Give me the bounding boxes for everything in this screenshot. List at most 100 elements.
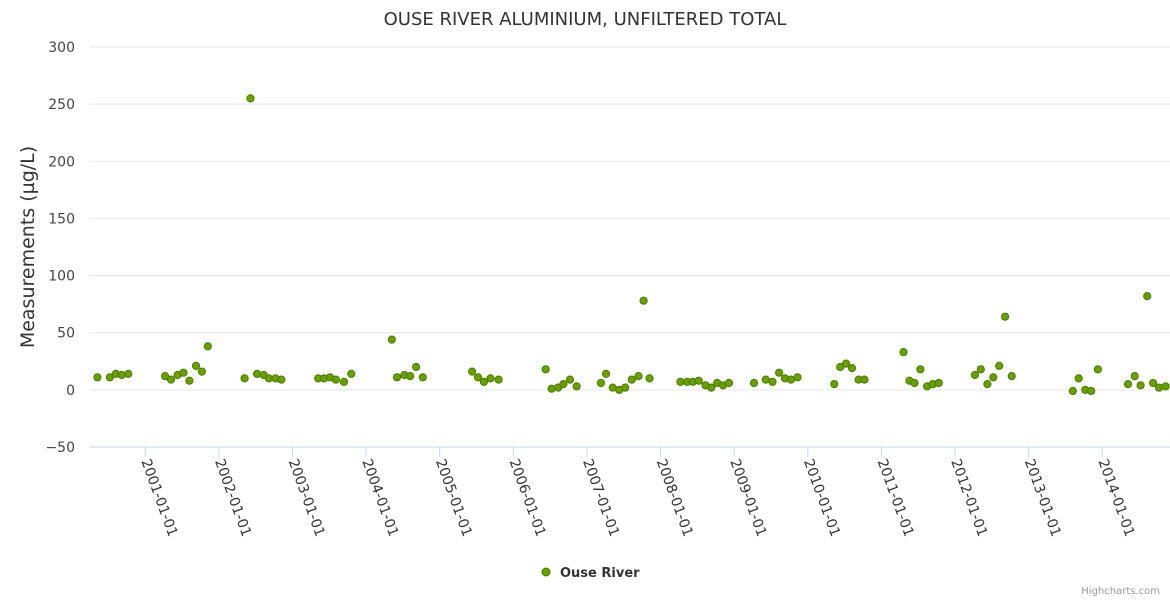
data-point[interactable]: [1149, 378, 1158, 388]
data-point[interactable]: [161, 372, 170, 381]
data-point[interactable]: [479, 377, 488, 386]
data-point[interactable]: [1074, 374, 1083, 383]
x-tick-label: 2006-01-01: [506, 457, 549, 539]
data-point[interactable]: [621, 383, 630, 392]
data-point[interactable]: [1001, 312, 1010, 321]
data-point[interactable]: [246, 94, 255, 103]
data-point[interactable]: [565, 375, 575, 384]
data-point[interactable]: [842, 359, 851, 368]
series-ouse-river-points[interactable]: [93, 94, 1170, 396]
data-point[interactable]: [645, 374, 654, 383]
data-point[interactable]: [406, 372, 415, 381]
data-point[interactable]: [934, 378, 943, 388]
x-axis-ticks: 2001-01-01 2002-01-01 2003-01-01 2004-01-01…: [137, 447, 1170, 539]
data-point[interactable]: [331, 375, 340, 384]
data-point[interactable]: [412, 362, 421, 372]
data-point[interactable]: [724, 378, 734, 388]
data-point[interactable]: [596, 378, 606, 388]
data-point[interactable]: [707, 383, 716, 392]
x-tick-label: 2002-01-01: [211, 457, 254, 539]
data-point[interactable]: [191, 361, 201, 370]
data-point[interactable]: [468, 367, 477, 376]
data-point[interactable]: [179, 368, 188, 377]
y-tick-label: 200: [48, 154, 75, 170]
x-tick-label: 2001-01-01: [137, 457, 180, 539]
data-point[interactable]: [1161, 382, 1170, 391]
data-point[interactable]: [976, 365, 985, 374]
data-point[interactable]: [559, 380, 568, 389]
data-point[interactable]: [1068, 386, 1077, 396]
y-axis-title: Measurements (µg/L): [17, 146, 39, 348]
data-point[interactable]: [775, 368, 784, 377]
data-point[interactable]: [392, 373, 402, 382]
data-point[interactable]: [830, 380, 839, 389]
y-tick-label: 250: [48, 97, 75, 113]
x-tick-label: 2009-01-01: [726, 457, 769, 539]
data-point[interactable]: [995, 361, 1004, 370]
data-point[interactable]: [1087, 386, 1096, 396]
data-point[interactable]: [572, 382, 581, 391]
data-point[interactable]: [486, 374, 495, 383]
legend-label-ouse-river[interactable]: Ouse River: [560, 566, 640, 581]
data-point[interactable]: [989, 373, 998, 382]
data-point[interactable]: [916, 365, 925, 374]
data-point[interactable]: [847, 364, 857, 373]
data-point[interactable]: [970, 370, 980, 380]
data-point[interactable]: [166, 375, 176, 384]
data-point[interactable]: [339, 377, 349, 386]
data-point[interactable]: [1143, 292, 1152, 301]
data-point[interactable]: [860, 375, 869, 384]
data-point[interactable]: [547, 384, 556, 393]
data-point[interactable]: [627, 375, 636, 384]
y-tick-label: 100: [48, 269, 75, 285]
data-point[interactable]: [910, 378, 919, 388]
x-tick-label: 2007-01-01: [579, 457, 622, 539]
data-point[interactable]: [253, 369, 262, 378]
legend[interactable]: Ouse River: [541, 566, 640, 581]
data-point[interactable]: [93, 373, 102, 382]
data-point[interactable]: [203, 342, 212, 351]
data-point[interactable]: [793, 373, 802, 382]
data-point[interactable]: [602, 369, 611, 378]
y-tick-label: 50: [57, 326, 75, 342]
data-point[interactable]: [983, 380, 992, 389]
y-tick-label: 150: [48, 211, 75, 227]
data-point[interactable]: [473, 373, 483, 382]
data-point[interactable]: [240, 374, 249, 383]
data-point[interactable]: [197, 367, 206, 376]
legend-marker-ouse-river[interactable]: [541, 567, 551, 577]
y-tick-label: 0: [66, 383, 75, 399]
data-point[interactable]: [117, 370, 126, 380]
data-point[interactable]: [277, 375, 286, 384]
data-point[interactable]: [347, 369, 356, 378]
data-point[interactable]: [749, 378, 759, 388]
data-point[interactable]: [387, 335, 396, 344]
data-point[interactable]: [1093, 365, 1103, 374]
x-tick-label: 2004-01-01: [358, 457, 401, 539]
data-point[interactable]: [1130, 372, 1139, 381]
data-point[interactable]: [634, 372, 643, 381]
x-tick-label: 2005-01-01: [432, 457, 475, 539]
data-point[interactable]: [1007, 372, 1016, 381]
data-point[interactable]: [639, 296, 648, 305]
data-point[interactable]: [768, 377, 777, 386]
x-tick-label: 2010-01-01: [800, 457, 843, 539]
data-point[interactable]: [185, 376, 194, 385]
data-point[interactable]: [676, 377, 685, 386]
data-point[interactable]: [494, 375, 503, 384]
x-tick-label: 2008-01-01: [653, 457, 696, 539]
y-axis-tick-labels: 300 250 200 150 100 50 0 −50: [45, 40, 75, 456]
data-point[interactable]: [761, 375, 770, 384]
data-point[interactable]: [105, 373, 115, 382]
data-point[interactable]: [836, 362, 845, 372]
data-point[interactable]: [541, 365, 550, 374]
data-point[interactable]: [124, 369, 133, 378]
data-point[interactable]: [1123, 380, 1133, 389]
data-point[interactable]: [1136, 381, 1145, 390]
credits-link[interactable]: Highcharts.com: [1081, 586, 1160, 597]
data-point[interactable]: [899, 348, 908, 357]
data-point[interactable]: [694, 376, 703, 385]
data-point[interactable]: [1154, 383, 1164, 392]
data-point[interactable]: [418, 373, 427, 382]
